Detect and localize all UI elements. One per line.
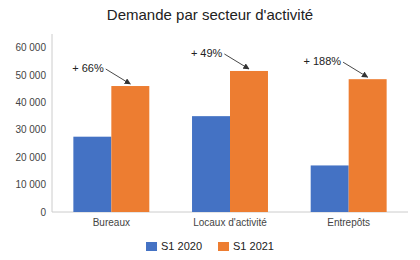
annotation: + 49% xyxy=(191,47,223,59)
annotation-arrow xyxy=(106,69,131,84)
annotation: + 66% xyxy=(72,62,104,74)
chart: Demande par secteur d'activité 0 10 000 20 … xyxy=(0,0,420,260)
title: Demande par secteur d'activité xyxy=(107,6,313,23)
y-tick-label: 10 000 xyxy=(15,179,46,190)
legend-label: S1 2021 xyxy=(233,240,274,252)
legend: S1 2020 S1 2021 xyxy=(146,240,274,252)
y-tick-label: 60 000 xyxy=(15,42,46,53)
x-tick-label: Locaux d'activité xyxy=(193,217,267,228)
legend-swatch xyxy=(218,242,229,251)
annotation: + 188% xyxy=(303,55,341,67)
legend-item: S1 2020 xyxy=(146,240,202,252)
bar xyxy=(311,165,349,212)
x-tick-label: Entrepôts xyxy=(327,217,370,228)
y-tick-label: 30 000 xyxy=(15,124,46,135)
y-tick-label: 20 000 xyxy=(15,152,46,163)
bar xyxy=(230,71,268,212)
y-axis-line xyxy=(52,34,53,212)
y-tick-label: 40 000 xyxy=(15,97,46,108)
x-tick-label: Bureaux xyxy=(93,217,130,228)
bar xyxy=(111,86,149,212)
annotation-arrow xyxy=(343,62,368,77)
y-tick-label: 0 xyxy=(40,207,46,218)
y-tick-label: 50 000 xyxy=(15,70,46,81)
bar xyxy=(192,116,230,212)
legend-item: S1 2021 xyxy=(218,240,274,252)
legend-swatch xyxy=(146,242,157,251)
annotation-arrow xyxy=(224,54,249,69)
legend-label: S1 2020 xyxy=(161,240,202,252)
bar xyxy=(349,79,387,212)
bar xyxy=(73,137,111,212)
bars xyxy=(73,71,386,212)
